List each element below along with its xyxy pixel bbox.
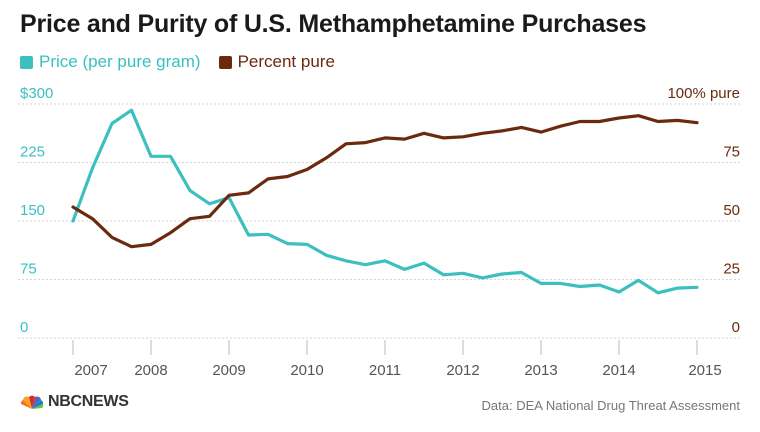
legend-label-purity: Percent pure [237,52,335,71]
x-tick-label: 2013 [524,362,557,379]
legend-swatch-purity [218,55,232,69]
right-tick-label: 75 [723,144,740,161]
x-tick-label: 2014 [602,362,635,379]
x-tick-label: 2009 [212,362,245,379]
right-tick-label: 50 [723,202,740,219]
legend-item-price: Price (per pure gram) [20,52,201,72]
left-tick-label: 0 [20,319,28,336]
x-tick-label: 2011 [369,362,401,379]
left-tick-label: 225 [20,144,45,161]
left-tick-label: 75 [20,261,37,278]
legend-item-purity: Percent pure [218,52,335,72]
nbc-news-logo: NBCNEWS [20,393,129,411]
chart-title: Price and Purity of U.S. Methamphetamine… [20,10,647,38]
right-tick-label: 0 [732,319,740,336]
series-line-purity [71,114,699,249]
x-tick-label: 2007 [74,362,107,379]
series-line-price [71,108,699,295]
legend-label-price: Price (per pure gram) [39,52,201,71]
x-tick-label: 2015 [688,362,721,379]
left-tick-label: 150 [20,202,45,219]
legend: Price (per pure gram) Percent pure [20,52,335,72]
x-tick-label: 2010 [290,362,323,379]
x-tick-label: 2008 [134,362,167,379]
peacock-icon [20,395,44,409]
legend-swatch-price [20,55,33,69]
right-tick-label: 100% pure [667,85,740,102]
left-tick-label: $300 [20,85,53,102]
source-note: Data: DEA National Drug Threat Assessmen… [481,398,740,413]
right-tick-label: 25 [723,261,740,278]
logo-text: NBCNEWS [48,393,129,410]
x-tick-label: 2012 [446,362,479,379]
